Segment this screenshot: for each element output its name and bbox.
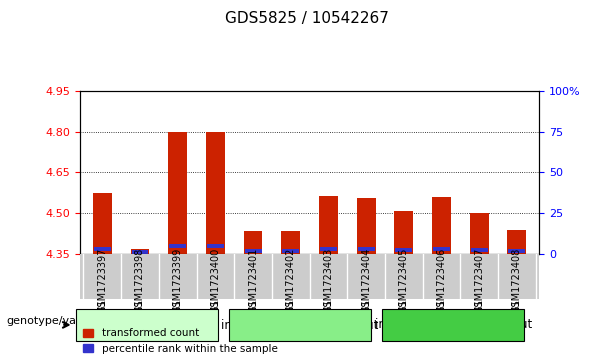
- Bar: [207, 244, 224, 248]
- Bar: [357, 247, 375, 251]
- Text: interleukin-1α -/- knockout: interleukin-1α -/- knockout: [221, 318, 379, 331]
- Bar: [282, 249, 299, 253]
- Bar: [206, 131, 225, 254]
- Text: wild type: wild type: [120, 318, 174, 331]
- Legend: transformed count, percentile rank within the sample: transformed count, percentile rank withi…: [78, 324, 282, 358]
- Bar: [131, 249, 150, 254]
- Bar: [394, 211, 413, 254]
- Bar: [357, 198, 376, 254]
- Bar: [508, 249, 525, 253]
- Bar: [508, 229, 526, 254]
- Bar: [319, 196, 338, 254]
- Bar: [395, 248, 413, 252]
- Bar: [470, 213, 489, 254]
- Bar: [432, 197, 451, 254]
- Text: genotype/variation: genotype/variation: [6, 316, 112, 326]
- Bar: [132, 250, 148, 254]
- Bar: [168, 131, 187, 254]
- Bar: [94, 247, 111, 251]
- Text: GDS5825 / 10542267: GDS5825 / 10542267: [224, 11, 389, 26]
- Bar: [93, 193, 112, 254]
- Bar: [169, 244, 186, 248]
- Bar: [245, 249, 262, 253]
- Text: interleukin-1β -/- knockout: interleukin-1β -/- knockout: [375, 318, 532, 331]
- Bar: [433, 247, 450, 251]
- Bar: [281, 231, 300, 254]
- Bar: [471, 248, 487, 252]
- Bar: [243, 231, 262, 254]
- Bar: [320, 247, 337, 251]
